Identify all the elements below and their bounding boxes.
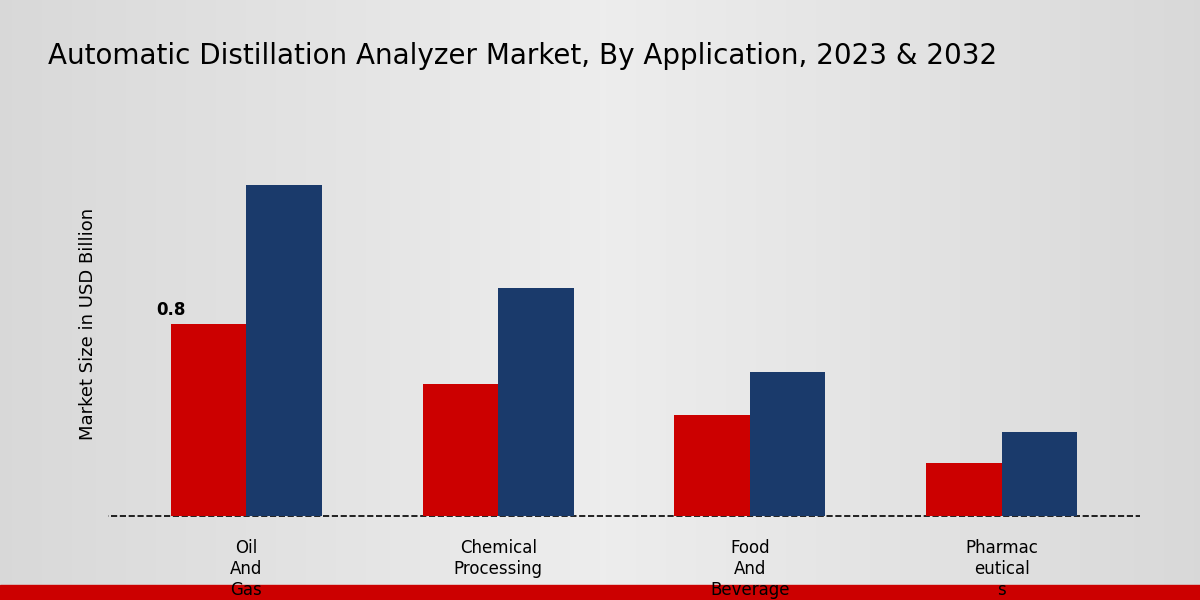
Bar <box>422 384 498 516</box>
Text: Automatic Distillation Analyzer Market, By Application, 2023 & 2032: Automatic Distillation Analyzer Market, … <box>48 42 997 70</box>
Text: 0.8: 0.8 <box>156 301 186 319</box>
Bar <box>170 324 246 516</box>
Bar <box>0 585 1200 600</box>
Bar <box>246 185 322 516</box>
Bar <box>498 288 574 516</box>
Bar <box>926 463 1002 516</box>
Y-axis label: Market Size in USD Billion: Market Size in USD Billion <box>79 208 97 440</box>
Bar <box>750 372 826 516</box>
Bar <box>674 415 750 516</box>
Bar <box>1002 432 1078 516</box>
